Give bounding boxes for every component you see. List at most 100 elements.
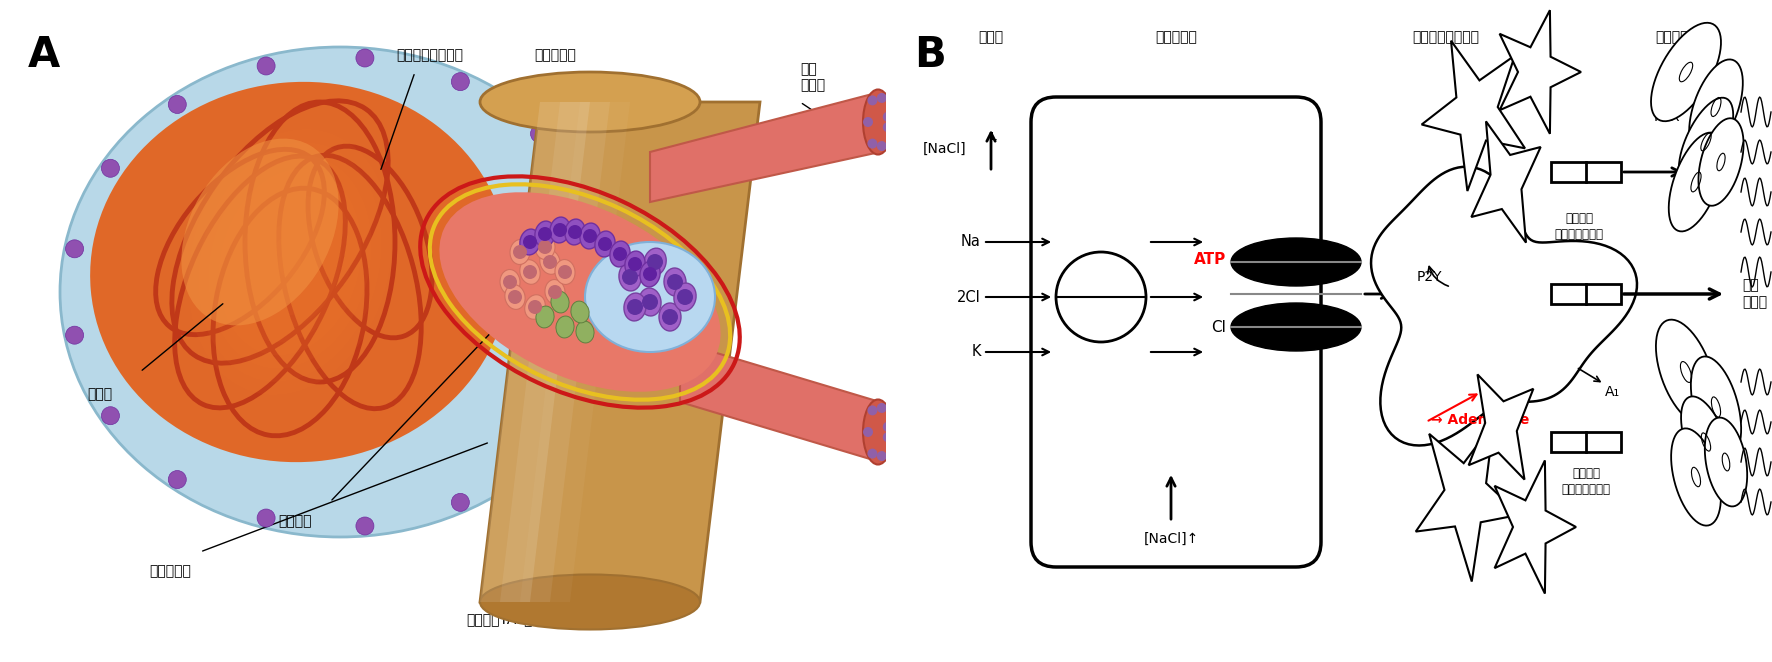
Ellipse shape [218,169,361,355]
Circle shape [882,112,893,122]
Ellipse shape [551,291,569,313]
Ellipse shape [1232,303,1361,351]
Polygon shape [1416,424,1520,581]
Circle shape [66,240,83,258]
Circle shape [101,160,119,177]
Circle shape [509,290,523,304]
Circle shape [583,198,601,216]
Ellipse shape [510,240,530,265]
Circle shape [627,299,643,315]
Polygon shape [1669,132,1722,232]
Ellipse shape [209,156,372,369]
Circle shape [528,300,542,314]
Ellipse shape [60,47,620,537]
Ellipse shape [571,301,588,323]
Text: 顔粒細胞: 顔粒細胞 [278,514,312,528]
Circle shape [882,432,893,442]
Ellipse shape [519,260,540,285]
Circle shape [530,442,549,459]
Circle shape [868,138,877,148]
Ellipse shape [618,263,641,291]
Ellipse shape [673,283,696,311]
Circle shape [868,449,877,459]
Ellipse shape [576,321,594,343]
Circle shape [1056,252,1146,342]
Text: A: A [28,34,60,76]
Circle shape [877,141,886,151]
Polygon shape [1421,41,1526,191]
Circle shape [530,124,549,143]
Ellipse shape [239,195,342,329]
Ellipse shape [248,208,331,316]
Ellipse shape [439,192,721,392]
Circle shape [553,223,567,237]
Polygon shape [1652,23,1721,121]
Text: 尿細管（TAL）: 尿細管（TAL） [466,612,533,626]
Ellipse shape [640,261,661,287]
Ellipse shape [664,268,686,296]
Polygon shape [680,342,881,462]
Circle shape [356,517,374,535]
Circle shape [882,422,893,432]
Text: 輸入
細動脈: 輸入 細動脈 [711,377,735,407]
Circle shape [882,122,893,132]
Polygon shape [480,102,590,602]
Ellipse shape [610,241,631,267]
Polygon shape [1372,167,1637,446]
Ellipse shape [229,181,351,342]
Text: 2Cl: 2Cl [957,289,982,305]
Text: 密集斏細胞: 密集斏細胞 [1155,30,1196,44]
Circle shape [643,267,657,281]
Circle shape [868,405,877,415]
Circle shape [863,117,874,127]
Ellipse shape [480,72,700,132]
Text: K: K [971,344,982,359]
Circle shape [558,265,572,279]
Ellipse shape [595,231,615,257]
Ellipse shape [505,285,525,309]
Circle shape [583,368,601,386]
Polygon shape [1471,121,1540,242]
Circle shape [66,326,83,344]
Polygon shape [1705,418,1747,506]
Polygon shape [1699,118,1744,206]
Ellipse shape [643,248,666,276]
Circle shape [356,49,374,67]
Polygon shape [480,102,760,602]
Ellipse shape [480,575,700,630]
Circle shape [569,225,581,239]
Text: Cl: Cl [1210,320,1226,334]
Text: ATP: ATP [1194,252,1226,267]
Text: メサンギウム細胞: メサンギウム細胞 [397,48,464,62]
Ellipse shape [535,221,555,247]
Ellipse shape [546,279,565,305]
Circle shape [868,95,877,105]
Ellipse shape [1232,238,1361,286]
Text: [NaCl]: [NaCl] [923,142,966,156]
FancyBboxPatch shape [1550,432,1621,452]
Circle shape [627,257,641,271]
Circle shape [452,73,470,91]
Circle shape [877,403,886,413]
Polygon shape [1655,320,1715,424]
Circle shape [677,289,693,305]
Polygon shape [1682,397,1731,488]
Ellipse shape [863,89,893,154]
Circle shape [877,93,886,103]
Ellipse shape [624,293,647,321]
Ellipse shape [181,138,338,326]
Polygon shape [1494,461,1575,594]
Circle shape [523,235,537,249]
Text: 平滑筋細胞: 平滑筋細胞 [149,564,191,578]
Ellipse shape [198,142,381,382]
Circle shape [539,227,553,241]
Ellipse shape [659,303,680,331]
Text: [NaCl]↑: [NaCl]↑ [1143,532,1198,546]
Ellipse shape [540,250,560,274]
Circle shape [452,493,470,511]
Ellipse shape [535,306,555,328]
Text: ギャップ
ジャンクション: ギャップ ジャンクション [1561,467,1611,496]
Circle shape [597,237,611,251]
Circle shape [523,265,537,279]
Ellipse shape [525,295,546,319]
